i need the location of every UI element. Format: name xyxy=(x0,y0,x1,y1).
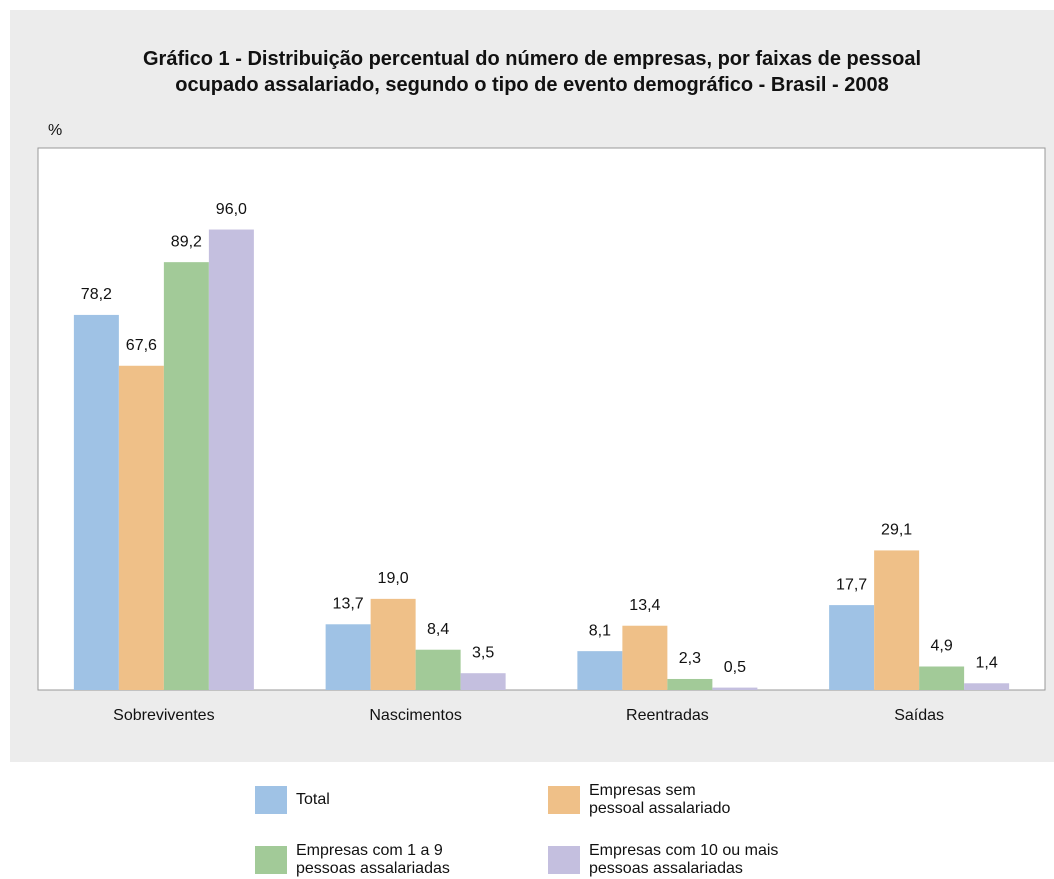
legend-label: Empresas com 1 a 9 pessoas assalariadas xyxy=(296,842,450,877)
data-label: 4,9 xyxy=(931,638,953,655)
legend-label: Total xyxy=(296,791,330,808)
data-label: 0,5 xyxy=(724,659,746,676)
legend-swatch xyxy=(548,846,580,874)
legend-label: Empresas com 10 ou mais pessoas assalaria… xyxy=(589,842,778,877)
data-label: 8,1 xyxy=(589,622,611,639)
data-label: 1,4 xyxy=(976,655,998,672)
legend-swatch xyxy=(255,846,287,874)
bar xyxy=(325,624,371,690)
legend-swatch xyxy=(548,786,580,814)
y-axis-label: % xyxy=(48,122,62,139)
data-label: 17,7 xyxy=(836,576,867,593)
bar xyxy=(829,605,875,690)
bar xyxy=(460,673,506,690)
x-tick-label: Nascimentos xyxy=(369,707,461,724)
bar xyxy=(118,365,164,690)
bar xyxy=(415,649,461,690)
bar xyxy=(667,678,713,690)
bar xyxy=(208,229,254,690)
bar xyxy=(370,598,416,690)
legend-label: Empresas sem pessoal assalariado xyxy=(589,782,731,817)
data-label: 67,6 xyxy=(126,337,157,354)
bar xyxy=(622,625,668,690)
bar xyxy=(163,262,209,690)
x-tick-label: Reentradas xyxy=(626,707,709,724)
bar xyxy=(874,550,920,690)
data-label: 78,2 xyxy=(81,286,112,303)
bar xyxy=(964,683,1010,690)
chart-title: Gráfico 1 - Distribuição percentual do n… xyxy=(143,48,921,96)
data-label: 29,1 xyxy=(881,522,912,539)
x-tick-label: Sobreviventes xyxy=(113,707,214,724)
data-label: 19,0 xyxy=(378,570,409,587)
x-tick-label: Saídas xyxy=(894,707,944,724)
data-label: 13,4 xyxy=(629,597,660,614)
data-label: 96,0 xyxy=(216,201,247,218)
legend-swatch xyxy=(255,786,287,814)
bar xyxy=(73,314,119,690)
data-label: 8,4 xyxy=(427,621,449,638)
bar xyxy=(919,666,965,690)
bar xyxy=(577,651,623,690)
data-label: 3,5 xyxy=(472,644,494,661)
bar xyxy=(712,687,758,690)
data-label: 89,2 xyxy=(171,233,202,250)
data-label: 13,7 xyxy=(333,596,364,613)
data-label: 2,3 xyxy=(679,650,701,667)
